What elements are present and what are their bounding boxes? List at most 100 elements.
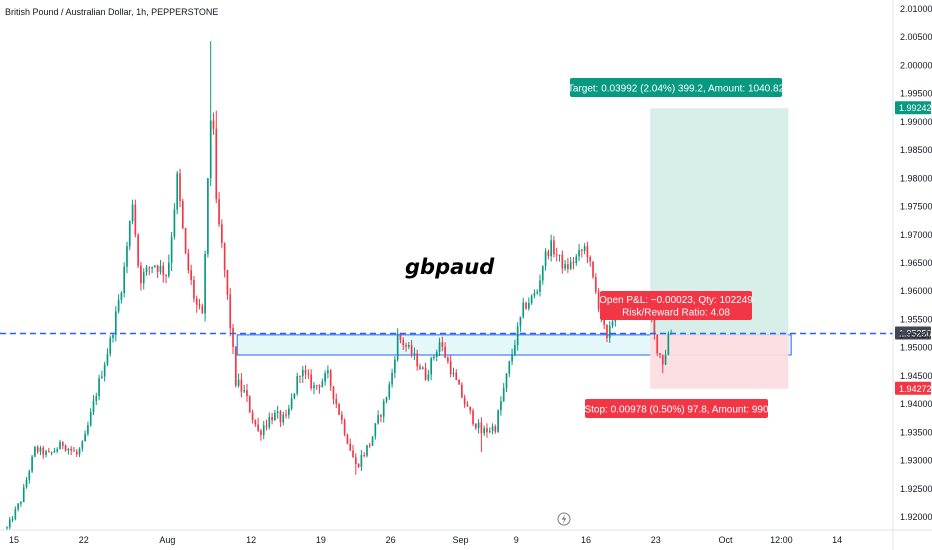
- price-tick-label: 1.96500: [900, 258, 932, 268]
- candle: [165, 274, 167, 284]
- candle: [407, 341, 410, 350]
- candle: [287, 404, 290, 419]
- entry-price-label: 1.95227: [899, 330, 932, 340]
- candle: [561, 250, 564, 274]
- candle: [581, 248, 583, 258]
- candle: [67, 447, 70, 455]
- target-price-badge: 1.99242: [899, 103, 932, 113]
- candle: [338, 402, 340, 416]
- candle: [61, 441, 64, 450]
- candle: [500, 396, 502, 416]
- candle: [137, 233, 139, 269]
- time-tick-label: Oct: [719, 535, 734, 545]
- candle: [310, 369, 312, 391]
- candle: [56, 447, 59, 454]
- candle: [550, 234, 552, 262]
- candle: [293, 393, 296, 400]
- candle: [547, 249, 550, 260]
- candle: [444, 342, 446, 359]
- chart-annotation[interactable]: gbpaud: [405, 255, 495, 279]
- lightning-icon[interactable]: [557, 512, 571, 526]
- candle: [430, 356, 432, 381]
- candle: [179, 168, 181, 208]
- candle: [145, 264, 148, 276]
- candle: [659, 353, 661, 359]
- candle: [578, 243, 580, 262]
- target-label[interactable]: Target: 0.03992 (2.04%) 399.2, Amount: 1…: [568, 78, 785, 97]
- candle: [126, 241, 128, 274]
- candle: [20, 501, 22, 507]
- price-tick-label: 1.98000: [900, 173, 932, 183]
- candle: [8, 516, 11, 530]
- candle: [382, 398, 385, 423]
- candle: [402, 337, 405, 351]
- candle: [265, 419, 268, 431]
- candle: [539, 274, 541, 297]
- candle: [31, 454, 33, 474]
- open-pl-label[interactable]: Open P&L: −0.00023, Qty: 102249 Risk/Rew…: [599, 291, 753, 320]
- candle: [59, 439, 61, 450]
- candle: [514, 339, 516, 357]
- candle: [195, 295, 198, 313]
- candle: [394, 356, 396, 379]
- current-price-badge: 1.95250: [899, 329, 932, 339]
- candle: [92, 395, 95, 416]
- candle: [215, 110, 218, 204]
- price-tick-label: 1.93000: [900, 456, 932, 466]
- target-price-badge-box: [895, 101, 931, 115]
- price-tick-label: 1.97000: [900, 230, 932, 240]
- stop-label[interactable]: Stop: 0.00978 (0.50%) 97.8, Amount: 990: [584, 399, 769, 418]
- candle: [218, 191, 220, 227]
- candle: [341, 411, 343, 425]
- candle: [427, 369, 430, 382]
- candle: [494, 424, 497, 434]
- candle: [472, 408, 474, 426]
- candle: [223, 242, 226, 278]
- candle: [419, 363, 421, 370]
- candle: [377, 410, 379, 425]
- candle: [441, 336, 444, 352]
- stop-label-box: [585, 399, 768, 418]
- candle: [64, 444, 67, 452]
- candle: [268, 412, 271, 430]
- time-tick-label: 14: [832, 535, 842, 545]
- candle: [131, 199, 134, 225]
- candle: [260, 428, 262, 441]
- candle: [25, 476, 28, 489]
- candle: [70, 446, 72, 456]
- candle: [254, 419, 257, 427]
- long-position-tool[interactable]: [650, 108, 789, 389]
- candle: [154, 264, 156, 268]
- candle: [282, 411, 285, 426]
- candle: [511, 348, 513, 366]
- candle: [47, 447, 50, 453]
- current-price-badge-box: [895, 326, 931, 340]
- candle: [586, 241, 589, 263]
- candle: [243, 384, 246, 393]
- candle: [22, 483, 25, 503]
- candle: [360, 450, 363, 471]
- candle: [346, 433, 349, 445]
- candle: [11, 515, 14, 523]
- candle: [592, 261, 594, 279]
- time-axis[interactable]: 15 22 Aug 12 19 26 Sep 9 16 23 Oct 12:00 14: [0, 529, 932, 545]
- candle: [567, 257, 569, 273]
- candle: [315, 384, 318, 390]
- candle: [424, 362, 427, 381]
- candle: [187, 248, 190, 274]
- candle: [455, 369, 458, 381]
- candle: [142, 268, 145, 290]
- candle: [184, 227, 187, 255]
- candle: [486, 423, 488, 438]
- price-tick-label: 1.95500: [900, 314, 932, 324]
- price-tick-label: 1.97500: [900, 202, 932, 212]
- candle: [190, 264, 192, 286]
- candle: [42, 445, 45, 459]
- candle: [349, 438, 352, 452]
- candle: [611, 319, 614, 329]
- candle: [313, 381, 315, 395]
- price-axis[interactable]: 2.01000 2.00500 2.00000 1.99500 1.99000 1.985…: [892, 0, 932, 550]
- time-tick-label: 15: [9, 535, 19, 545]
- candle: [103, 361, 106, 382]
